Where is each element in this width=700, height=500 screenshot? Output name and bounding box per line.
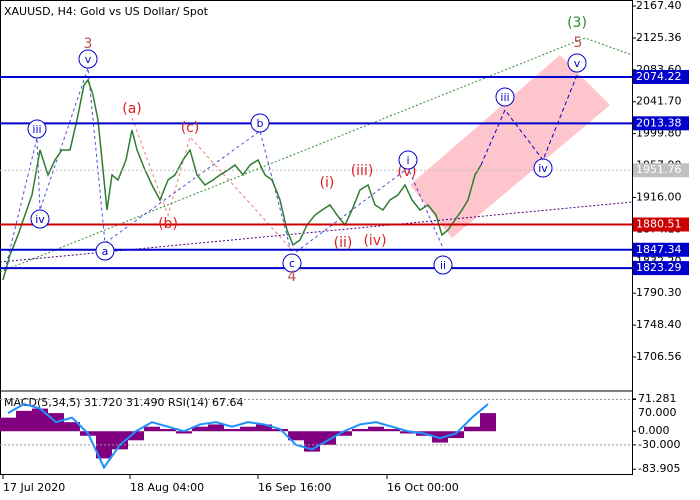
wave-label: ii [440, 259, 446, 272]
wave-circle [433, 255, 453, 275]
indicator-tick-label: 0.000 [638, 424, 670, 437]
histogram-bar [464, 426, 480, 432]
y-tick-label: 2041.70 [636, 95, 682, 108]
wave-label: (iv) [363, 233, 386, 249]
histogram-bar [480, 413, 496, 432]
wave-label: 4 [288, 269, 297, 285]
wave-circle [30, 209, 50, 229]
x-tick-label: 17 Jul 2020 [3, 481, 65, 494]
wave-label: i [406, 154, 409, 167]
histogram-bar [432, 431, 448, 443]
histogram-bar [0, 417, 16, 432]
level-label-box [633, 163, 689, 178]
histogram-bar [240, 426, 256, 432]
histogram-bar [368, 426, 384, 432]
wave-label: iv [538, 162, 548, 175]
indicator-tick-label: -83.905 [638, 462, 680, 475]
level-label: 2013.38 [636, 116, 682, 129]
histogram-bar [336, 431, 352, 436]
y-tick-label: 2125.36 [636, 31, 682, 44]
level-label: 1823.29 [636, 261, 682, 274]
wave-label: iv [35, 213, 45, 226]
histogram-bar [176, 431, 192, 434]
wave-label: (3) [567, 15, 587, 31]
level-label-box [633, 69, 689, 84]
histogram-bar [400, 431, 416, 434]
wave-circle [27, 119, 47, 139]
wave-label: (iii) [351, 163, 374, 179]
wave-circle [250, 113, 270, 133]
indicator-label: MACD(5,34,5) 31.720 31.490 RSI(14) 67.64 [4, 396, 243, 409]
wave-label: 3 [84, 36, 93, 52]
wave-label: (c) [181, 120, 200, 136]
x-tick-label: 16 Oct 00:00 [387, 481, 459, 494]
wave-label: a [102, 245, 109, 258]
wave-circle [533, 158, 553, 178]
level-label-box [633, 261, 689, 276]
chart-title: XAUUSD, H4: Gold vs US Dollar/ Spot [4, 5, 209, 18]
level-label-box [633, 217, 689, 232]
histogram-bar [352, 428, 368, 432]
wave-label: 5 [574, 35, 583, 51]
histogram-bar [64, 422, 80, 432]
histogram-bar [224, 428, 240, 432]
wave-circle [95, 241, 115, 261]
frame [0, 0, 633, 475]
histogram-bar [32, 408, 48, 432]
wave-label: b [257, 117, 264, 130]
histogram-bar [128, 431, 144, 441]
wave-label: iii [500, 91, 509, 104]
wave-label: (i) [320, 175, 335, 191]
wave-line [4, 67, 444, 271]
wave-circle [398, 150, 418, 170]
histogram-bar [16, 410, 32, 432]
x-tick-label: 18 Aug 04:00 [130, 481, 204, 494]
channel [410, 55, 610, 238]
y-tick-label: 1790.30 [636, 286, 682, 299]
level-label: 1880.51 [636, 218, 682, 231]
histogram-bar [256, 424, 272, 432]
indicator-tick-label: -30.000 [638, 438, 680, 451]
wave-circle [282, 253, 302, 273]
wave-circle [495, 87, 515, 107]
wave-projection [480, 74, 578, 166]
level-label: 2074.22 [636, 70, 682, 83]
histogram-bar [384, 428, 400, 432]
wave-label: (a) [122, 101, 142, 117]
y-tick-label: 1916.00 [636, 190, 682, 203]
histogram-bar [192, 426, 208, 432]
level-label: 1951.76 [636, 163, 682, 176]
wave-circle [567, 53, 587, 73]
wave-circle [78, 49, 98, 69]
indicator-tick-label: 70.000 [638, 406, 677, 419]
wave-label: v [574, 57, 581, 70]
level-label: 1847.34 [636, 243, 682, 256]
indicator-tick-label: 71.281 [638, 392, 677, 405]
histogram-bar [288, 431, 304, 441]
y-tick-label: 1748.40 [636, 318, 682, 331]
wave-label: (ii) [334, 235, 353, 251]
wave-label: c [289, 257, 295, 270]
price-line [2, 78, 482, 281]
y-tick-label: 2167.40 [636, 0, 682, 12]
histogram-bar [144, 426, 160, 432]
wave-line [131, 117, 293, 251]
wave-label: v [85, 53, 92, 66]
x-tick-label: 16 Sep 16:00 [258, 481, 331, 494]
wave-label: (b) [158, 216, 178, 232]
level-label-box [633, 116, 689, 131]
level-label-box [633, 242, 689, 257]
histogram-bar [448, 431, 464, 439]
histogram-bar [160, 428, 176, 432]
histogram-bar [208, 424, 224, 432]
y-tick-label: 1706.56 [636, 350, 682, 363]
wave-label: iii [32, 123, 41, 136]
indicator-line [7, 402, 489, 470]
